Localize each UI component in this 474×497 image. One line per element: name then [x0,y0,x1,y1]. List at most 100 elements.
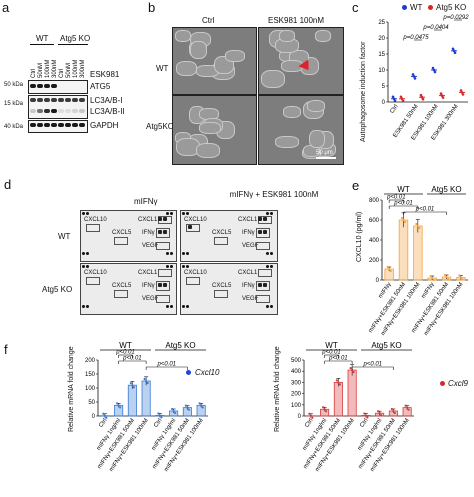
reference-spot [86,212,89,215]
reference-spot [182,212,185,215]
reference-spot [86,305,89,308]
y-tick-label: 5 [382,84,386,90]
spot-label-cxcl5: CXCL5 [112,283,132,289]
legend-label-wt: WT [410,3,423,12]
gene-marker-cxcl9 [440,381,445,386]
reference-spot [266,252,269,255]
data-point [146,381,149,385]
p-value-label: p<0.01 [328,356,348,362]
spot-label-cxcl1: CXCL1 [238,270,258,276]
panel-c-letter: c [352,0,359,15]
mw-marker-15: 15 kDa [4,101,24,107]
data-point [201,406,204,409]
data-point [378,412,381,415]
y-axis-label-f-right: Relative mRNA fold change [274,346,281,432]
lane-label: 50nM [38,62,44,78]
spot-box-cxcl5 [214,237,228,245]
spot-label-cxcl1: CXCL1 [138,270,158,276]
y-tick-label: 0 [92,414,96,420]
row-label-wt: WT [156,64,169,73]
spot-label-ifng: IFNγ [242,283,255,289]
data-point [420,95,424,99]
data-point [322,406,325,409]
spot-box-cxcl10 [86,277,100,285]
data-point [388,267,391,271]
data-point [415,222,418,226]
drug-label: ESK981 [90,70,120,79]
data-point [377,410,380,413]
bar [398,219,409,281]
data-point [103,414,106,417]
legend-label-atg5ko: Atg5 KO [436,3,467,12]
spot-label-cxcl5: CXCL5 [212,283,232,289]
data-point [380,414,383,417]
reference-spot [86,252,89,255]
array-spot [263,217,267,221]
data-point [198,402,201,405]
array-spot [258,230,262,234]
y-tick-label: 15 [378,52,385,58]
y-axis-label-c: Autophagosome induction factor [360,41,367,142]
blot-band [58,109,64,113]
reference-spot [86,265,89,268]
blot-band [79,123,85,127]
lane-label: Ctrl [31,68,37,78]
group-label-wt: WT [36,34,49,43]
micrograph-cell [279,30,295,42]
data-point [446,277,450,281]
scale-bar-label: 50 μm [316,150,333,156]
spot-box-vegf [256,242,270,250]
array-col-title-ifng: mIFNγ [134,197,158,206]
spot-box-ifng [256,281,270,291]
col-title-esk981: ESK981 100nM [268,16,325,25]
x-tick-label: Ctrl [389,104,399,115]
p-value-label: p=0.0292 [442,15,469,21]
data-point [309,414,312,417]
blot-band [44,109,50,113]
y-tick-label: 0 [382,100,386,106]
data-point [451,47,455,51]
data-point [461,93,465,96]
data-point [431,276,434,280]
array-spot [263,283,267,287]
lane-label: Ctrl [59,68,65,78]
data-point [390,407,393,411]
data-point [429,274,432,278]
spot-label-ifng: IFNγ [142,283,155,289]
data-point [432,68,436,72]
data-point [117,404,120,407]
lane-label: 300nM [80,59,86,78]
panel-f-letter: f [4,342,8,357]
bar [333,382,343,417]
array-atg5ko-esk981 [180,263,278,315]
array-spot [163,283,167,287]
micrograph-cell [176,61,197,76]
y-tick-label: 200 [85,358,96,364]
reference-spot [186,252,189,255]
data-point [311,416,314,419]
blot-band [37,109,43,113]
data-point [460,91,464,94]
micrograph-cell [315,30,331,42]
data-point [145,379,148,383]
reference-spot [266,265,269,268]
data-point [406,406,409,409]
reference-spot [166,252,169,255]
gene-label-cxcl10: Cxcl10 [195,368,220,377]
spot-label-cxcl10: CXCL10 [184,270,207,276]
spot-label-cxcl1: CXCL1 [238,217,258,223]
data-point [335,379,338,382]
micrograph-cell [196,143,220,158]
array-col-title-esk981: mIFNγ + ESK981 100nM [229,190,319,199]
data-point [200,404,203,407]
data-point [402,218,405,222]
spot-box-cxcl1 [258,269,272,277]
micrograph-cell [175,30,191,42]
data-point [131,384,134,387]
data-point [174,411,177,415]
y-tick-label: 150 [85,372,96,378]
array-spot [158,230,162,234]
spot-label-cxcl5: CXCL5 [212,230,232,236]
